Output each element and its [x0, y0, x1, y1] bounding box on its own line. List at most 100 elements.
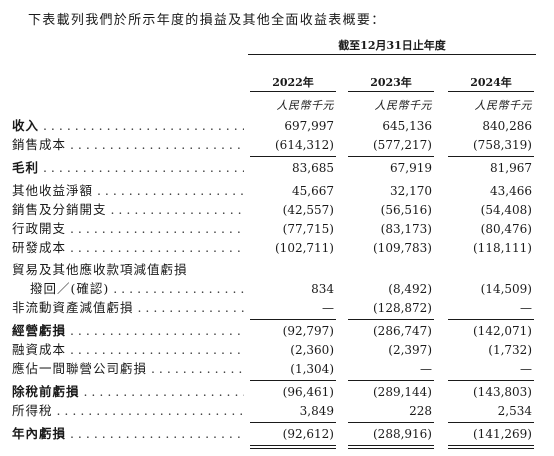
- table-row-selling-expenses: 銷售及分銷開支 (42,557) (56,516) (54,408): [0, 200, 554, 220]
- value-2024: 840,286: [482, 119, 532, 133]
- row-label: 非流動資產減值虧損: [12, 298, 244, 318]
- value-2022: (77,715): [282, 222, 334, 236]
- value-2022: 697,997: [284, 119, 334, 133]
- row-label: 所得稅: [12, 401, 244, 421]
- table-row-cost-of-sales: 銷售成本 (614,312) (577,217) (758,319): [0, 135, 554, 155]
- value-2023: (289,144): [373, 385, 432, 399]
- value-2023: (577,217): [373, 138, 432, 152]
- row-label: 研發成本: [12, 238, 244, 258]
- value-2022: (92,612): [282, 427, 334, 441]
- year-underline: [250, 91, 336, 92]
- subtotal-rule: [448, 422, 534, 423]
- year-header-2022: 2022年: [272, 76, 314, 89]
- total-double-rule: [348, 445, 434, 449]
- table-row-loss-before-tax: 除稅前虧損 (96,461) (289,144) (143,803): [0, 382, 554, 402]
- row-label: 年內虧損: [12, 424, 244, 444]
- value-2023: 228: [409, 404, 432, 418]
- row-label: 貿易及其他應收款項減值虧損: [12, 262, 188, 277]
- value-2024: 81,967: [490, 161, 532, 175]
- total-double-rule: [250, 445, 336, 449]
- value-2023: (56,516): [380, 203, 432, 217]
- table-row-loss-for-year: 年內虧損 (92,612) (288,916) (141,269): [0, 424, 554, 444]
- value-2023: 32,170: [390, 184, 432, 198]
- value-2024: 2,534: [497, 404, 532, 418]
- value-2022: 45,667: [292, 184, 334, 198]
- value-2024: 43,466: [490, 184, 532, 198]
- subtotal-rule: [250, 319, 336, 320]
- unit-label: 人民幣千元: [474, 99, 532, 112]
- value-2022: 3,849: [299, 404, 334, 418]
- value-2023: (83,173): [380, 222, 432, 236]
- value-2023: (2,397): [388, 343, 432, 357]
- value-2023: 67,919: [390, 161, 432, 175]
- value-2022: 83,685: [292, 161, 334, 175]
- value-2022: (2,360): [290, 343, 334, 357]
- subtotal-rule: [250, 380, 336, 381]
- value-2024: (142,071): [473, 324, 532, 338]
- year-header-2024: 2024年: [470, 76, 512, 89]
- total-double-rule: [448, 445, 534, 449]
- value-2023: (288,916): [373, 427, 432, 441]
- table-row-rnd-costs: 研發成本 (102,711) (109,783) (118,111): [0, 238, 554, 258]
- subtotal-rule: [348, 156, 434, 157]
- value-2023: (109,783): [373, 241, 432, 255]
- subtotal-rule: [250, 156, 336, 157]
- row-label: 融資成本: [12, 340, 244, 360]
- value-2024: —: [520, 362, 532, 376]
- value-2024: (143,803): [473, 385, 532, 399]
- value-2024: (758,319): [473, 138, 532, 152]
- subtotal-rule: [448, 319, 534, 320]
- row-label: 銷售及分銷開支: [12, 200, 244, 220]
- row-label: 撥回／(確認): [30, 279, 244, 299]
- table-row-impairment-reversal: 撥回／(確認) 834 (8,492) (14,509): [0, 279, 554, 299]
- period-underline: [248, 54, 536, 55]
- row-label: 其他收益淨額: [12, 181, 244, 201]
- year-underline: [448, 91, 534, 92]
- value-2022: (614,312): [275, 138, 334, 152]
- value-2023: (128,872): [373, 301, 432, 315]
- table-row-operating-loss: 經營虧損 (92,797) (286,747) (142,071): [0, 321, 554, 341]
- value-2024: (80,476): [480, 222, 532, 236]
- value-2022: (96,461): [282, 385, 334, 399]
- value-2024: (118,111): [473, 241, 532, 255]
- value-2022: (92,797): [282, 324, 334, 338]
- value-2024: —: [520, 301, 532, 315]
- table-row-admin-expenses: 行政開支 (77,715) (83,173) (80,476): [0, 219, 554, 239]
- subtotal-rule: [348, 422, 434, 423]
- table-row-noncurrent-impairment: 非流動資產減值虧損 — (128,872) —: [0, 298, 554, 318]
- value-2023: 645,136: [382, 119, 432, 133]
- table-row-income-tax: 所得稅 3,849 228 2,534: [0, 401, 554, 421]
- year-underline: [348, 91, 434, 92]
- table-row-impairment-heading: 貿易及其他應收款項減值虧損: [0, 260, 554, 280]
- value-2024: (14,509): [480, 282, 532, 296]
- table-row-gross-profit: 毛利 83,685 67,919 81,967: [0, 158, 554, 178]
- value-2022: (1,304): [290, 362, 334, 376]
- year-header-2023: 2023年: [370, 76, 412, 89]
- intro-text: 下表載列我們於所示年度的損益及其他全面收益表概要：: [28, 13, 386, 28]
- table-row-associate-loss: 應佔一間聯營公司虧損 (1,304) — —: [0, 359, 554, 379]
- unit-label: 人民幣千元: [276, 99, 334, 112]
- row-label: 應佔一間聯營公司虧損: [12, 359, 244, 379]
- value-2022: —: [322, 301, 334, 315]
- value-2022: (42,557): [282, 203, 334, 217]
- table-row-revenue: 收入 697,997 645,136 840,286: [0, 116, 554, 136]
- row-label: 收入: [12, 116, 244, 136]
- value-2024: (54,408): [480, 203, 532, 217]
- value-2023: —: [420, 362, 432, 376]
- subtotal-rule: [348, 319, 434, 320]
- value-2024: (141,269): [473, 427, 532, 441]
- subtotal-rule: [448, 380, 534, 381]
- row-label: 經營虧損: [12, 321, 244, 341]
- subtotal-rule: [250, 422, 336, 423]
- value-2024: (1,732): [488, 343, 532, 357]
- row-label: 行政開支: [12, 219, 244, 239]
- unit-label: 人民幣千元: [374, 99, 432, 112]
- subtotal-rule: [348, 380, 434, 381]
- row-label: 銷售成本: [12, 135, 244, 155]
- table-row-other-gains: 其他收益淨額 45,667 32,170 43,466: [0, 181, 554, 201]
- row-label: 毛利: [12, 158, 244, 178]
- table-row-finance-costs: 融資成本 (2,360) (2,397) (1,732): [0, 340, 554, 360]
- subtotal-rule: [448, 156, 534, 157]
- value-2023: (8,492): [388, 282, 432, 296]
- value-2022: (102,711): [275, 241, 334, 255]
